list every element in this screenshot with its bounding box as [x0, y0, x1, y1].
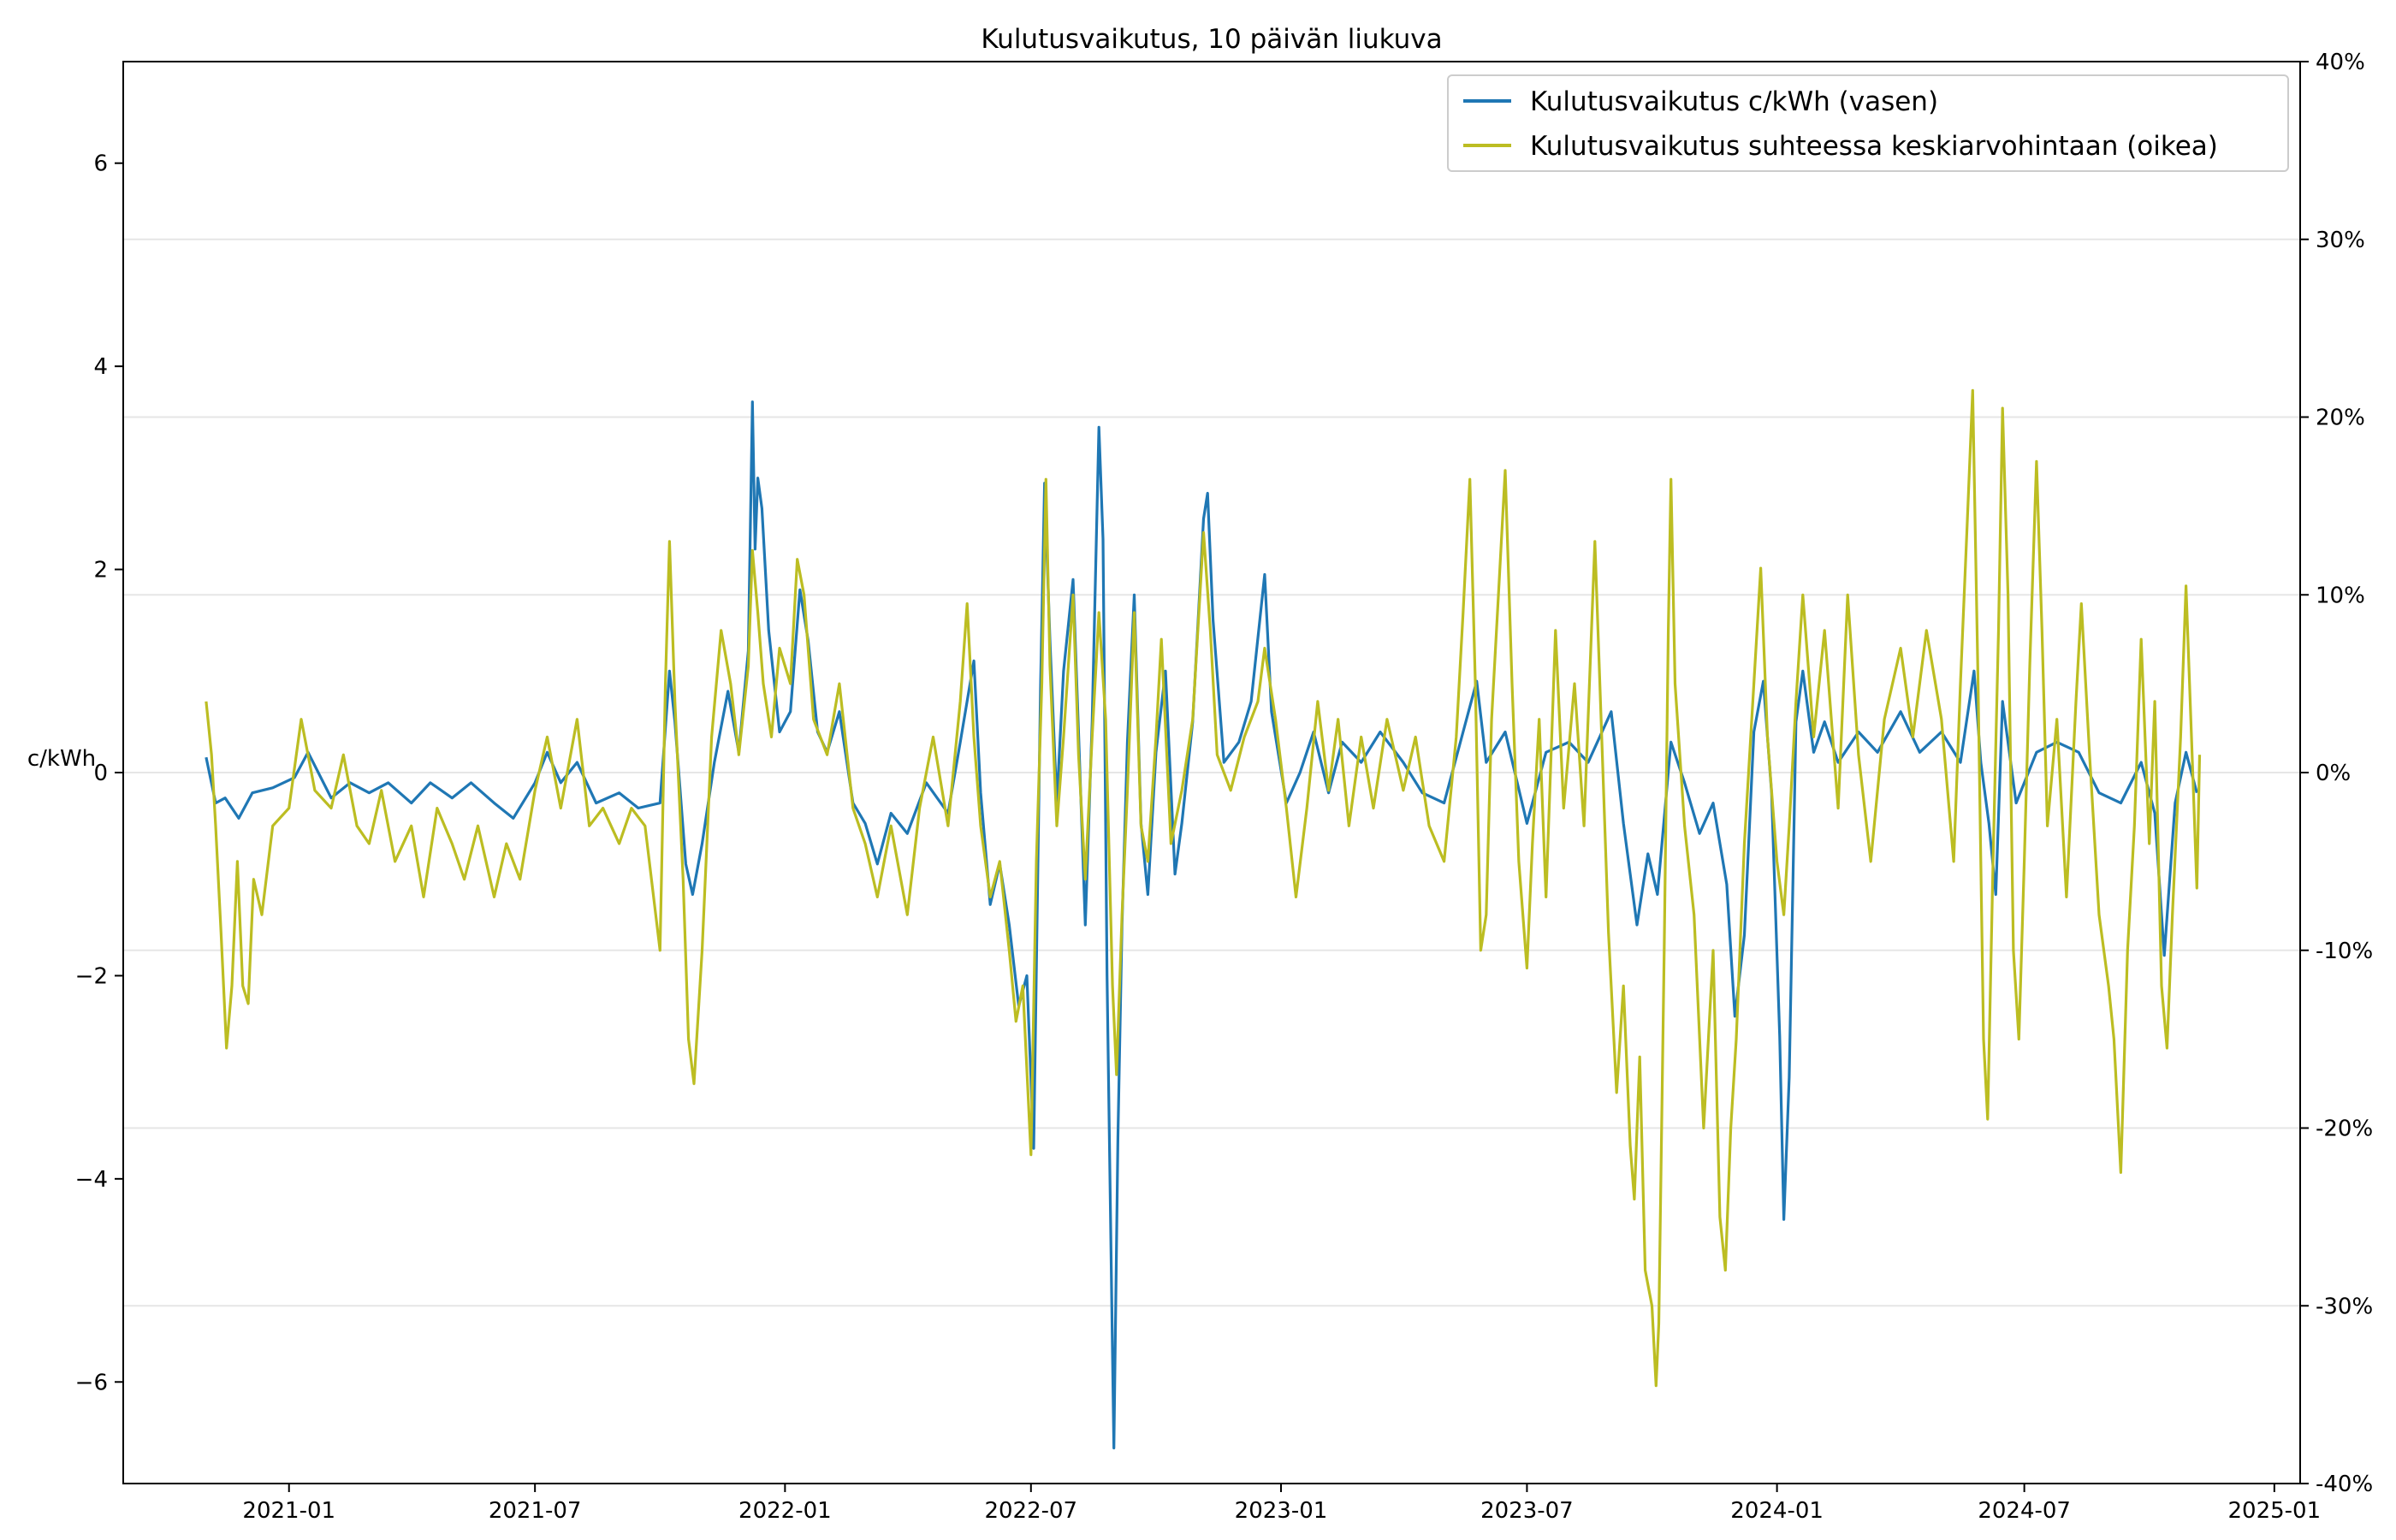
left-tick-label: 2 — [93, 558, 108, 583]
right-axis: -40% -30% -20% -10% 0% 10% 20% 30% 40% — [2300, 50, 2373, 1497]
x-tick-label: 2022-01 — [738, 1498, 832, 1524]
left-tick-label: 0 — [93, 761, 108, 786]
left-tick-label: −6 — [75, 1370, 108, 1395]
x-tick-label: 2022-07 — [984, 1498, 1077, 1524]
x-tick-label: 2024-07 — [1978, 1498, 2071, 1524]
series-layer — [205, 388, 2202, 1450]
x-tick-label: 2023-07 — [1480, 1498, 1574, 1524]
y-axis-label-left: c/kWh — [27, 746, 96, 772]
left-tick-label: 4 — [93, 354, 108, 380]
x-tick-label: 2025-01 — [2228, 1498, 2322, 1524]
x-tick-label: 2023-01 — [1235, 1498, 1328, 1524]
x-tick-label: 2021-07 — [489, 1498, 582, 1524]
chart-title: Kulutusvaikutus, 10 päivän liukuva — [981, 24, 1442, 55]
x-axis: 2021-01 2021-07 2022-01 2022-07 2023-01 2023-… — [242, 1484, 2321, 1524]
x-tick-label: 2021-01 — [242, 1498, 335, 1524]
legend-entry-relative-effect: Kulutusvaikutus suhteessa keskiarvohinta… — [1530, 131, 2218, 162]
left-tick-label: −2 — [75, 963, 108, 989]
left-tick-label: 6 — [93, 151, 108, 177]
legend-entry-price-effect: Kulutusvaikutus c/kWh (vasen) — [1530, 86, 1938, 117]
series-line-relative-effect — [205, 388, 2202, 1388]
x-tick-label: 2024-01 — [1730, 1498, 1824, 1524]
right-tick-label: 30% — [2316, 228, 2365, 253]
legend-box — [1447, 74, 2289, 172]
right-tick-label: 0% — [2316, 761, 2351, 786]
right-tick-label: 10% — [2316, 583, 2365, 608]
legend: Kulutusvaikutus c/kWh (vasen) Kulutusvai… — [1447, 74, 2289, 172]
left-tick-label: −4 — [75, 1167, 108, 1193]
right-tick-label: -30% — [2316, 1294, 2373, 1319]
right-tick-label: -10% — [2316, 939, 2373, 964]
right-tick-label: -40% — [2316, 1472, 2373, 1497]
right-tick-label: 20% — [2316, 406, 2365, 431]
right-tick-label: -20% — [2316, 1116, 2373, 1142]
right-tick-label: 40% — [2316, 50, 2365, 75]
left-axis: −6 −4 −2 0 2 4 6 — [75, 151, 123, 1395]
